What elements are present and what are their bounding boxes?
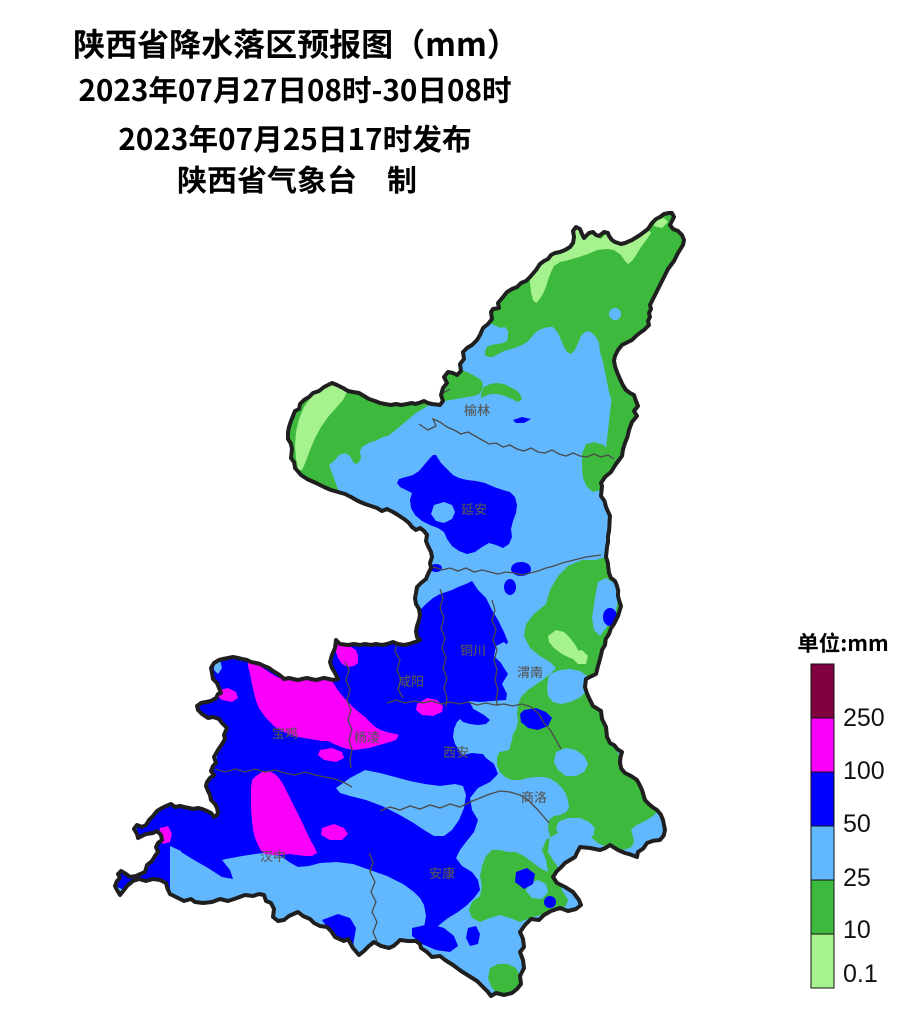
svg-text:0.1: 0.1 [843,960,878,988]
svg-text:100: 100 [843,757,885,785]
svg-text:50: 50 [843,810,871,838]
svg-text:250: 250 [843,704,885,732]
svg-text:25: 25 [843,864,871,892]
svg-text:10: 10 [843,916,871,944]
